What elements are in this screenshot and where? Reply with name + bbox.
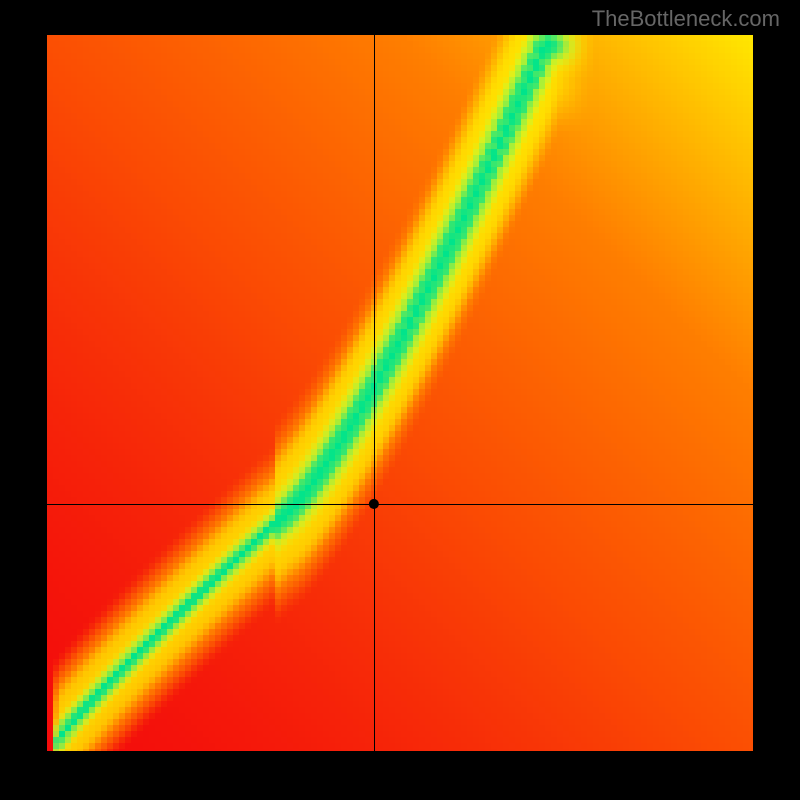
heatmap-canvas: [47, 35, 753, 751]
heatmap-plot: [47, 35, 753, 751]
watermark-text: TheBottleneck.com: [592, 6, 780, 32]
chart-container: { "watermark": { "text": "TheBottleneck.…: [0, 0, 800, 800]
